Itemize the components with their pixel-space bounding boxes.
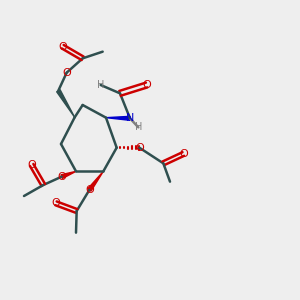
Text: H: H — [97, 80, 104, 90]
Polygon shape — [57, 90, 75, 117]
Text: O: O — [135, 143, 144, 153]
Text: O: O — [179, 149, 188, 159]
Text: O: O — [142, 80, 151, 90]
Text: N: N — [126, 113, 134, 123]
Text: H: H — [135, 122, 142, 132]
Text: O: O — [58, 42, 67, 52]
Text: O: O — [85, 185, 94, 195]
Text: O: O — [27, 160, 36, 170]
Text: O: O — [57, 172, 66, 182]
Polygon shape — [106, 116, 130, 120]
Text: O: O — [52, 198, 60, 208]
Polygon shape — [88, 171, 103, 191]
Text: O: O — [62, 68, 71, 78]
Polygon shape — [61, 171, 76, 178]
